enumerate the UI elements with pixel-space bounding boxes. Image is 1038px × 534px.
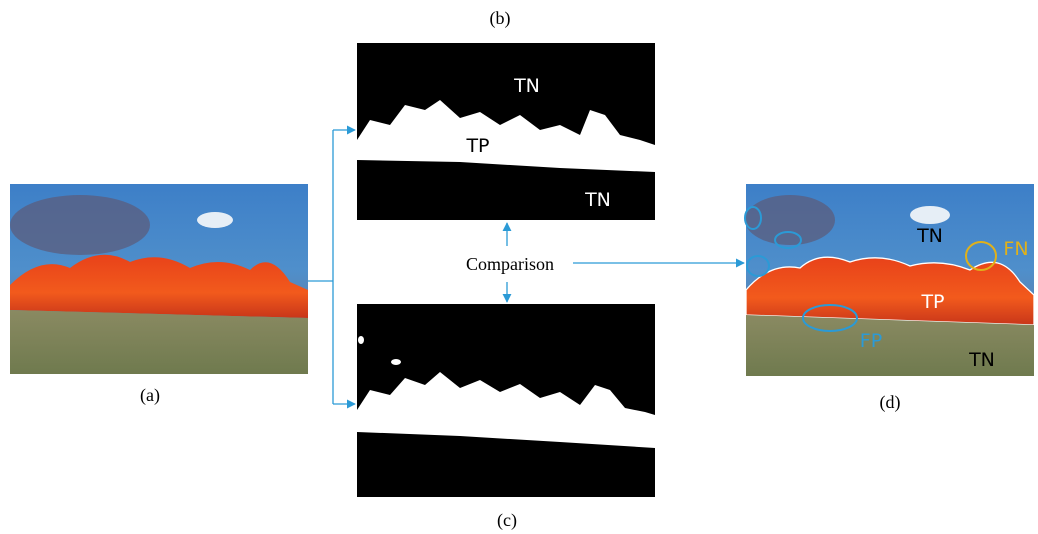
- region-label: FP: [860, 330, 882, 352]
- region-label: TN: [916, 225, 943, 247]
- figure: (a) (b) TN TP TN (c) Comparison: [0, 0, 1038, 534]
- region-label: FN: [1003, 238, 1028, 260]
- region-label: TN: [584, 189, 611, 211]
- region-label: TN: [968, 349, 995, 371]
- caption: (a): [140, 385, 160, 406]
- caption: (b): [490, 8, 511, 29]
- mask-c: [357, 304, 655, 497]
- comparison-label: Comparison: [466, 254, 554, 274]
- photo-d: [745, 184, 1034, 376]
- region-label: TP: [465, 135, 489, 157]
- caption: (d): [880, 392, 901, 413]
- region-label: TP: [920, 291, 944, 313]
- region-label: TN: [513, 75, 540, 97]
- photo-a: [10, 184, 308, 374]
- caption: (c): [497, 510, 517, 531]
